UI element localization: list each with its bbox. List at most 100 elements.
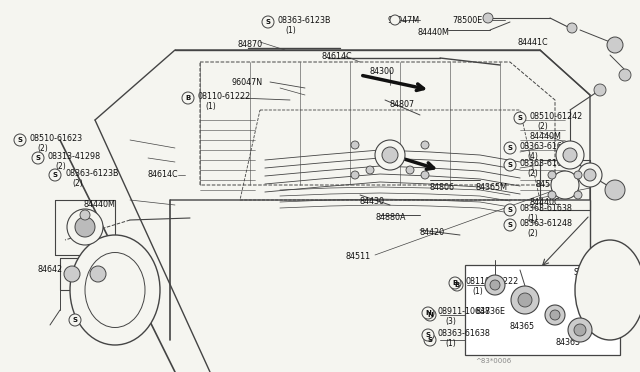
Text: 84870: 84870 xyxy=(237,40,262,49)
Text: 84441C: 84441C xyxy=(518,38,548,47)
Circle shape xyxy=(90,266,106,282)
Text: 08313-41298: 08313-41298 xyxy=(48,152,101,161)
Text: S: S xyxy=(428,337,433,343)
Circle shape xyxy=(514,112,526,124)
Text: 08510-61623: 08510-61623 xyxy=(30,134,83,143)
Circle shape xyxy=(64,266,80,282)
Text: 08363-61248: 08363-61248 xyxy=(520,219,573,228)
Circle shape xyxy=(584,169,596,181)
Circle shape xyxy=(421,141,429,149)
Text: B: B xyxy=(452,280,458,286)
Circle shape xyxy=(563,148,577,162)
Text: N: N xyxy=(425,310,431,316)
Circle shape xyxy=(451,279,463,291)
Text: S: S xyxy=(518,115,522,121)
Circle shape xyxy=(424,334,436,346)
Circle shape xyxy=(422,329,434,341)
Text: 84614C: 84614C xyxy=(148,170,179,179)
Text: 08510-61242: 08510-61242 xyxy=(530,112,583,121)
Circle shape xyxy=(422,307,434,319)
Ellipse shape xyxy=(85,253,145,327)
Text: 84614C: 84614C xyxy=(322,52,353,61)
Text: 84420: 84420 xyxy=(420,228,445,237)
Text: 08363-61638: 08363-61638 xyxy=(520,204,573,213)
Text: 08363-6163B: 08363-6163B xyxy=(85,314,138,323)
Text: 84807: 84807 xyxy=(390,100,415,109)
Circle shape xyxy=(550,310,560,320)
Text: 84365: 84365 xyxy=(510,322,535,331)
Circle shape xyxy=(504,142,516,154)
Text: S: S xyxy=(508,207,513,213)
Circle shape xyxy=(406,166,414,174)
Circle shape xyxy=(504,219,516,231)
Text: S: S xyxy=(52,172,58,178)
Text: 84365: 84365 xyxy=(555,338,580,347)
Circle shape xyxy=(504,204,516,216)
Text: 84511: 84511 xyxy=(345,252,370,261)
Circle shape xyxy=(49,169,61,181)
Text: (1): (1) xyxy=(285,26,296,35)
Circle shape xyxy=(568,318,592,342)
Circle shape xyxy=(449,277,461,289)
Circle shape xyxy=(490,280,500,290)
Text: S: S xyxy=(508,222,513,228)
Text: (4): (4) xyxy=(92,324,103,333)
Circle shape xyxy=(574,191,582,199)
Circle shape xyxy=(32,152,44,164)
Circle shape xyxy=(504,159,516,171)
Text: (1): (1) xyxy=(527,214,538,223)
Text: 84642: 84642 xyxy=(38,265,63,274)
Text: S: S xyxy=(17,137,22,143)
Text: S: S xyxy=(426,332,431,338)
Text: 84510: 84510 xyxy=(535,180,560,189)
Text: 78500E: 78500E xyxy=(452,16,483,25)
Text: (3): (3) xyxy=(445,317,456,326)
Circle shape xyxy=(351,141,359,149)
Text: 08363-61638: 08363-61638 xyxy=(438,329,491,338)
Text: 84365M: 84365M xyxy=(475,183,507,192)
Text: B: B xyxy=(454,282,460,288)
Text: 84440C: 84440C xyxy=(530,198,561,207)
Circle shape xyxy=(366,166,374,174)
Circle shape xyxy=(574,324,586,336)
Circle shape xyxy=(483,13,493,23)
Circle shape xyxy=(67,209,103,245)
Text: 84440M: 84440M xyxy=(83,200,115,209)
Text: 84836E: 84836E xyxy=(475,307,505,316)
Text: B: B xyxy=(186,95,191,101)
Text: (1): (1) xyxy=(445,339,456,348)
Text: (2): (2) xyxy=(72,179,83,188)
Text: (2): (2) xyxy=(537,122,548,131)
Text: STD: STD xyxy=(573,268,590,277)
Text: 08911-10637: 08911-10637 xyxy=(438,307,491,316)
Text: 84300: 84300 xyxy=(370,67,395,76)
Text: 08363-6123B: 08363-6123B xyxy=(65,169,118,178)
Circle shape xyxy=(424,309,436,321)
Circle shape xyxy=(382,147,398,163)
Text: (2): (2) xyxy=(55,162,66,171)
Circle shape xyxy=(574,171,582,179)
Text: 96047M: 96047M xyxy=(388,16,420,25)
Circle shape xyxy=(69,314,81,326)
Text: (2): (2) xyxy=(527,229,538,238)
Text: (2): (2) xyxy=(37,144,48,153)
Circle shape xyxy=(375,140,405,170)
Text: 08363-61638: 08363-61638 xyxy=(520,159,573,168)
Text: 08110-61222: 08110-61222 xyxy=(465,277,518,286)
Bar xyxy=(465,265,620,355)
Text: (2): (2) xyxy=(527,169,538,178)
Ellipse shape xyxy=(70,235,160,345)
Circle shape xyxy=(545,305,565,325)
Text: (1): (1) xyxy=(472,287,483,296)
Circle shape xyxy=(607,37,623,53)
Circle shape xyxy=(14,134,26,146)
Text: (1): (1) xyxy=(205,102,216,111)
Text: 08110-61222: 08110-61222 xyxy=(198,92,252,101)
Text: S: S xyxy=(508,145,513,151)
Circle shape xyxy=(80,210,90,220)
Text: 96047N: 96047N xyxy=(232,78,263,87)
Circle shape xyxy=(485,275,505,295)
Text: 84440M: 84440M xyxy=(418,28,450,37)
Circle shape xyxy=(421,171,429,179)
Circle shape xyxy=(548,191,556,199)
